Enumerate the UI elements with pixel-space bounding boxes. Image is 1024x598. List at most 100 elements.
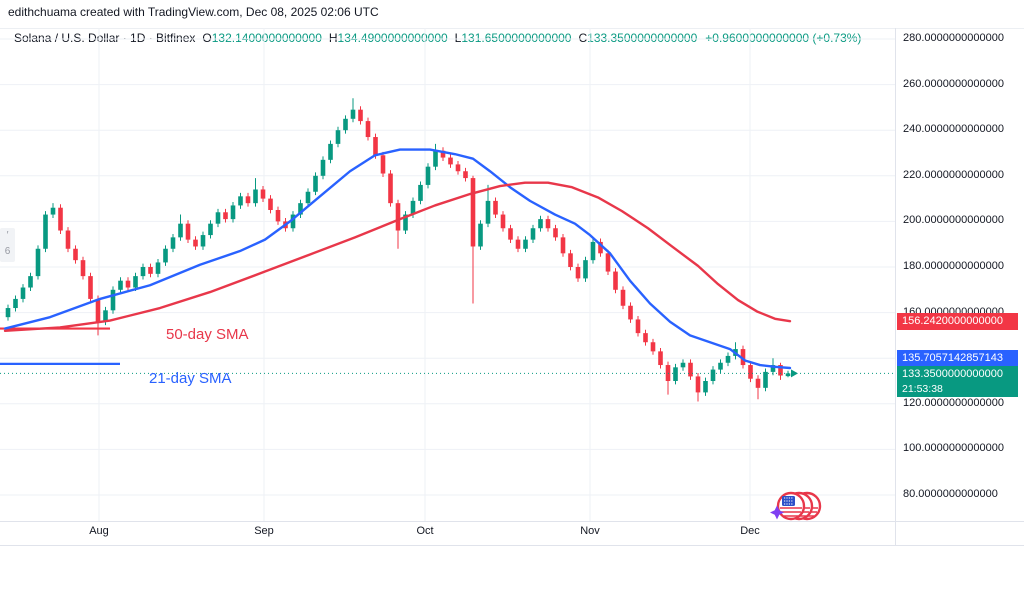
candle-body — [125, 280, 131, 288]
candle-body — [710, 369, 716, 381]
candle-body — [538, 219, 543, 229]
candle-body — [658, 351, 663, 366]
chart-canvas[interactable] — [0, 28, 895, 521]
sma50-text-label: 50-day SMA — [166, 326, 249, 343]
time-axis-border — [0, 521, 1024, 522]
price-axis-border — [895, 28, 896, 545]
candle-body — [20, 287, 26, 299]
candle-body — [103, 310, 108, 322]
last-price-badge: 133.3500000000000 21:53:38 — [897, 366, 1018, 397]
candle-body — [643, 333, 648, 343]
candle-body — [778, 365, 783, 376]
candle-body — [673, 367, 678, 381]
candle-body — [380, 155, 386, 174]
candle-body — [530, 228, 536, 240]
candle-body — [358, 109, 363, 122]
month-label-sep: Sep — [254, 525, 274, 537]
low-value: 131.6500000000000 — [461, 31, 572, 45]
candle-body — [118, 280, 123, 290]
close-label: C — [578, 31, 588, 45]
candle-body — [245, 196, 251, 204]
candle-body — [328, 143, 333, 160]
flag-coins-sticker[interactable] — [770, 491, 822, 521]
candle-body — [28, 276, 33, 288]
candle-body — [170, 237, 176, 249]
candle-body — [163, 248, 168, 263]
price-line-arrow — [791, 369, 798, 378]
candle-body — [313, 175, 318, 192]
candle-body — [73, 248, 78, 261]
candle-body — [470, 178, 476, 247]
grid-lines — [0, 28, 895, 521]
open-value: 132.1400000000000 — [211, 31, 322, 45]
candle-body — [485, 200, 491, 224]
close-value: 133.3500000000000 — [587, 31, 698, 45]
sma21-text-label: 21-day SMA — [149, 370, 232, 387]
candlesticks — [5, 98, 791, 402]
candle-body — [785, 373, 791, 377]
candle-body — [110, 289, 116, 311]
50-day-sma-line — [3, 181, 792, 333]
price-axis-label: 80.0000000000000 — [903, 488, 998, 500]
high-value: 134.4900000000000 — [337, 31, 448, 45]
candle-body — [598, 241, 603, 254]
candle-body — [50, 207, 56, 215]
sma21-price-badge: 135.7057142857143 — [897, 350, 1018, 367]
price-axis-label: 220.0000000000000 — [903, 168, 1004, 181]
candle-body — [635, 319, 641, 334]
change-value: +0.9600000000000 (+0.73%) — [705, 31, 862, 45]
candle-body — [755, 378, 761, 388]
candle-body — [703, 381, 708, 393]
candle-body — [388, 173, 393, 204]
candle-body — [418, 184, 423, 201]
candle-body — [575, 267, 581, 279]
candle-body — [493, 200, 498, 215]
candle-body — [200, 235, 206, 247]
candle-body — [620, 289, 626, 306]
candle-body — [298, 203, 303, 215]
price-axis-label: 180.0000000000000 — [903, 260, 1004, 272]
price-axis-label: 260.0000000000000 — [903, 77, 1004, 90]
candle-body — [455, 164, 461, 172]
symbol-legend[interactable]: Solana / U.S. Dollar · 1D · Bitfinex O132… — [14, 31, 861, 45]
candle-body — [65, 230, 71, 249]
candle-body — [403, 214, 408, 231]
candle-body — [695, 376, 701, 393]
candle-body — [545, 219, 551, 229]
price-axis-label: 280.0000000000000 — [903, 32, 1004, 44]
candle-body — [748, 365, 753, 379]
candle-body — [410, 200, 416, 215]
candle-body — [448, 157, 453, 165]
candle-body — [500, 214, 506, 229]
candle-body — [148, 267, 153, 274]
candle-body — [463, 171, 468, 179]
candle-body — [208, 223, 213, 236]
candle-body — [650, 342, 656, 352]
candle-body — [133, 276, 138, 288]
candle-body — [155, 262, 161, 274]
pane-top-border — [0, 28, 1024, 29]
candle-body — [305, 191, 311, 204]
month-label-aug: Aug — [89, 525, 109, 537]
candle-body — [80, 260, 86, 277]
candle-body — [583, 260, 588, 279]
candle-body — [508, 228, 513, 240]
clipped-left-label: ′ 6 — [0, 228, 15, 262]
candle-body — [58, 207, 63, 231]
candle-body — [335, 130, 341, 144]
candle-body — [343, 118, 348, 131]
21-day-sma-line — [3, 148, 792, 370]
attribution-text: edithchuama created with TradingView.com… — [8, 5, 379, 19]
candle-body — [350, 109, 356, 119]
candle-body — [88, 276, 93, 299]
price-axis-label: 100.0000000000000 — [903, 442, 1004, 455]
candle-body — [365, 121, 371, 138]
candle-body — [590, 241, 596, 261]
candle-body — [523, 239, 528, 249]
month-label-nov: Nov — [580, 525, 600, 537]
candle-body — [770, 365, 776, 372]
symbol-title[interactable]: Solana / U.S. Dollar · 1D · Bitfinex — [14, 31, 196, 45]
month-label-oct: Oct — [416, 525, 434, 537]
low-label: L — [454, 31, 462, 45]
candle-body — [395, 203, 401, 231]
